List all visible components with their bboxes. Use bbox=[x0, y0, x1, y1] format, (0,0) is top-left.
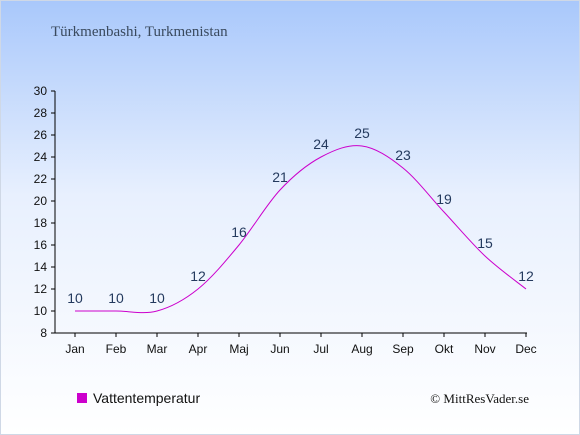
y-tick-label: 20 bbox=[34, 194, 48, 208]
x-tick-label: Mar bbox=[147, 342, 168, 356]
x-tick-label: Feb bbox=[106, 342, 127, 356]
data-label: 10 bbox=[149, 290, 165, 306]
legend-swatch bbox=[77, 393, 87, 403]
x-tick-label: Jul bbox=[313, 342, 328, 356]
data-label: 24 bbox=[313, 136, 329, 152]
x-tick-label: Nov bbox=[474, 342, 495, 356]
data-label: 16 bbox=[231, 224, 247, 240]
data-label: 23 bbox=[395, 147, 411, 163]
axes bbox=[54, 91, 527, 334]
legend: Vattentemperatur bbox=[77, 390, 200, 406]
data-label: 15 bbox=[477, 235, 493, 251]
legend-label: Vattentemperatur bbox=[93, 390, 200, 406]
y-tick-label: 8 bbox=[40, 326, 47, 340]
y-tick-label: 12 bbox=[34, 282, 48, 296]
y-tick-label: 14 bbox=[34, 260, 48, 274]
chart-subtitle: Türkmenbashi, Turkmenistan bbox=[51, 24, 228, 40]
data-label: 12 bbox=[518, 268, 534, 284]
x-tick-label: Sep bbox=[392, 342, 414, 356]
y-tick-label: 30 bbox=[34, 84, 48, 98]
x-tick-label: Jan bbox=[65, 342, 84, 356]
x-tick-label: Apr bbox=[189, 342, 208, 356]
x-tick-label: Aug bbox=[351, 342, 372, 356]
y-tick-label: 26 bbox=[34, 128, 48, 142]
x-ticks: Jan Feb Mar Apr Maj Jun Jul Aug Sep Okt Nov Dec bbox=[65, 333, 537, 356]
y-tick-label: 28 bbox=[34, 106, 48, 120]
y-tick-label: 24 bbox=[34, 150, 48, 164]
data-label: 10 bbox=[108, 290, 124, 306]
data-label: 12 bbox=[190, 268, 206, 284]
y-ticks: 8 10 12 14 16 18 20 22 24 26 28 30 bbox=[34, 84, 55, 340]
data-label: 19 bbox=[436, 191, 452, 207]
series-line-vattentemperatur bbox=[75, 145, 527, 314]
credit-text: © MittResVader.se bbox=[430, 391, 529, 406]
data-label: 21 bbox=[272, 169, 288, 185]
x-tick-label: Okt bbox=[435, 342, 454, 356]
data-label: 10 bbox=[67, 290, 83, 306]
y-tick-label: 10 bbox=[34, 304, 48, 318]
y-tick-label: 18 bbox=[34, 216, 48, 230]
x-tick-label: Dec bbox=[515, 342, 536, 356]
x-tick-label: Maj bbox=[229, 342, 248, 356]
data-labels: 10 10 10 12 16 21 24 25 23 19 15 12 bbox=[67, 125, 534, 306]
y-tick-label: 22 bbox=[34, 172, 48, 186]
x-tick-label: Jun bbox=[270, 342, 289, 356]
y-tick-label: 16 bbox=[34, 238, 48, 252]
data-label: 25 bbox=[354, 125, 370, 141]
